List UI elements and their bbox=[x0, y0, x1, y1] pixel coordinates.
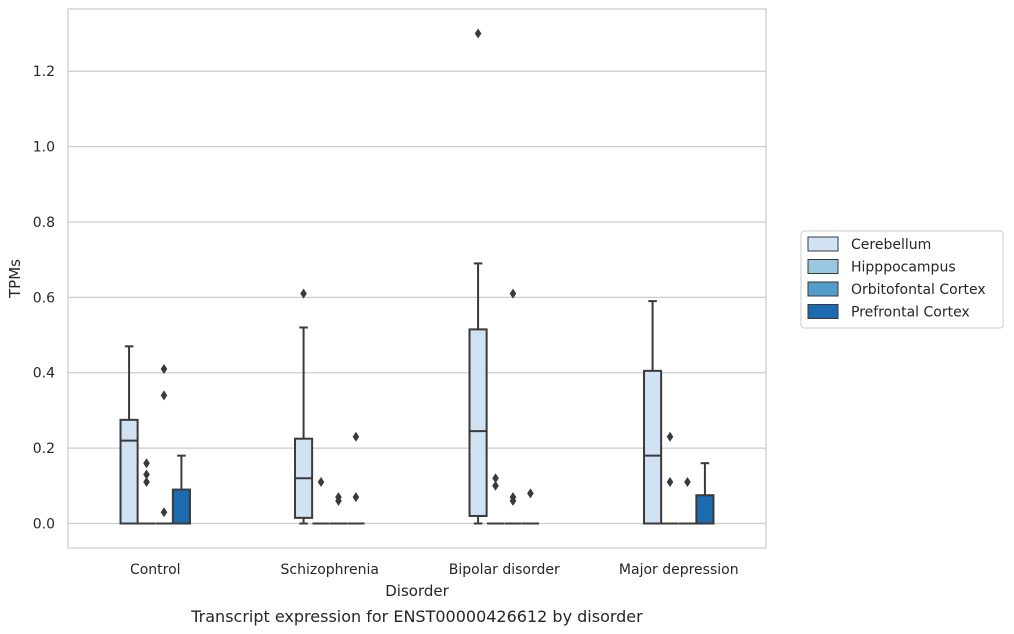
box-group bbox=[468, 28, 488, 525]
outlier-point bbox=[474, 28, 482, 39]
outlier-point bbox=[160, 390, 168, 401]
chart-title: Transcript expression for ENST0000042661… bbox=[190, 607, 643, 626]
box-group bbox=[661, 431, 679, 525]
box bbox=[695, 494, 715, 525]
y-axis-label: TPMs bbox=[6, 259, 24, 299]
y-tick-label: 0.2 bbox=[33, 441, 55, 457]
y-tick-label: 0.0 bbox=[33, 517, 55, 533]
legend-entry: Hipppocampus bbox=[851, 260, 956, 276]
boxes bbox=[119, 28, 715, 525]
legend-entry: Orbitofontal Cortex bbox=[851, 282, 986, 298]
box-group bbox=[155, 363, 173, 525]
outlier-point bbox=[352, 431, 360, 442]
y-tick-label: 0.4 bbox=[33, 366, 55, 382]
legend-entry: Prefrontal Cortex bbox=[851, 305, 970, 321]
box-group bbox=[329, 492, 348, 525]
x-tick-labels: Control Schizophrenia Bipolar disorder Majo… bbox=[130, 562, 739, 578]
box bbox=[119, 418, 139, 525]
gridlines bbox=[68, 70, 766, 525]
y-tick-label: 0.8 bbox=[33, 215, 55, 231]
legend-swatch bbox=[807, 259, 839, 274]
legend-swatch bbox=[807, 236, 839, 252]
outlier-point bbox=[300, 288, 307, 299]
y-tick-label: 0.6 bbox=[33, 290, 55, 306]
outlier-point bbox=[317, 477, 325, 488]
box bbox=[643, 369, 663, 525]
x-tick-label: Control bbox=[130, 562, 181, 578]
box-group bbox=[504, 288, 522, 525]
x-tick-label: Major depression bbox=[619, 562, 739, 578]
box-group bbox=[312, 477, 330, 525]
plot-frame bbox=[67, 8, 767, 549]
legend: Cerebellum Hipppocampus Orbitofontal Corte… bbox=[800, 230, 1004, 329]
outlier-point bbox=[160, 363, 168, 374]
outlier-point bbox=[160, 507, 168, 518]
box-group bbox=[695, 462, 715, 525]
outlier-point bbox=[666, 431, 674, 442]
outlier-point bbox=[666, 477, 674, 488]
box-group bbox=[643, 300, 663, 525]
x-axis-label: Disorder bbox=[385, 582, 449, 600]
box-group bbox=[521, 488, 539, 525]
legend-frame bbox=[800, 230, 1004, 329]
outlier-point bbox=[527, 488, 534, 499]
y-tick-label: 1.2 bbox=[33, 64, 55, 80]
outlier-point bbox=[335, 492, 342, 503]
box-group bbox=[486, 473, 505, 525]
y-tick-label: 1.0 bbox=[33, 140, 55, 156]
box-group bbox=[119, 345, 139, 525]
outlier-point bbox=[509, 288, 517, 299]
outlier-point bbox=[684, 477, 691, 488]
legend-swatch bbox=[807, 281, 839, 297]
box-group bbox=[294, 288, 314, 525]
outlier-point bbox=[492, 473, 499, 484]
box bbox=[171, 488, 191, 525]
outlier-point bbox=[143, 469, 150, 480]
box-group bbox=[171, 454, 191, 525]
legend-swatch bbox=[807, 304, 839, 319]
outlier-point bbox=[492, 480, 499, 491]
box bbox=[468, 328, 488, 517]
y-tick-labels: 0.0 0.2 0.4 0.6 0.8 1.0 1.2 bbox=[33, 64, 55, 532]
box-group bbox=[678, 477, 697, 525]
x-tick-label: Bipolar disorder bbox=[449, 562, 560, 578]
x-tick-label: Schizophrenia bbox=[281, 562, 379, 578]
box-group bbox=[347, 431, 365, 525]
box-group bbox=[137, 458, 156, 525]
outlier-point bbox=[143, 458, 150, 469]
outlier-point bbox=[509, 492, 517, 503]
outlier-point bbox=[143, 477, 150, 488]
legend-entry: Cerebellum bbox=[851, 237, 931, 253]
outlier-point bbox=[352, 492, 360, 503]
